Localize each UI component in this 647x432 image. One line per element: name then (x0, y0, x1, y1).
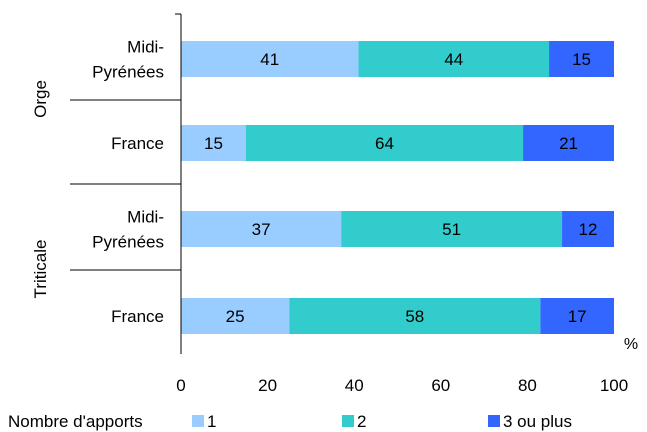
bar-segment (523, 125, 614, 161)
row-label: Midi- (127, 208, 164, 227)
bar-value-label: 44 (444, 50, 463, 69)
bar-value-label: 51 (442, 220, 461, 239)
bar-value-label: 21 (559, 134, 578, 153)
bar-value-label: 25 (226, 307, 245, 326)
row-label: Pyrénées (92, 233, 164, 252)
bar-segment (549, 41, 614, 77)
legend-label: 3 ou plus (503, 412, 572, 431)
legend-label: 1 (207, 412, 216, 431)
bar-value-label: 41 (260, 50, 279, 69)
bar-segment (245, 125, 524, 161)
x-tick-label: 40 (345, 376, 364, 395)
bar-value-label: 17 (568, 307, 587, 326)
bar-segment (358, 41, 550, 77)
x-tick-label: 100 (600, 376, 628, 395)
legend-swatch (488, 415, 500, 427)
x-tick-label: 0 (176, 376, 185, 395)
legend-swatch (192, 415, 204, 427)
row-label: Pyrénées (92, 63, 164, 82)
x-tick-label: 80 (518, 376, 537, 395)
bar-segment (181, 298, 290, 334)
bar-value-label: 12 (579, 220, 598, 239)
bar-segment (181, 125, 246, 161)
legend-title: Nombre d'apports (8, 412, 143, 431)
row-label: Midi- (127, 38, 164, 57)
x-tick-label: 20 (258, 376, 277, 395)
x-tick-label: 60 (431, 376, 450, 395)
legend-swatch (342, 415, 354, 427)
legend-label: 2 (357, 412, 366, 431)
bar-value-label: 15 (204, 134, 223, 153)
bar-value-label: 15 (572, 50, 591, 69)
bar-value-label: 64 (375, 134, 394, 153)
bar-segment (540, 298, 614, 334)
group-label: Orge (31, 80, 50, 118)
bar-segment (562, 211, 614, 247)
bar-segment (181, 211, 342, 247)
bar-value-label: 37 (252, 220, 271, 239)
x-unit-label: % (624, 336, 638, 353)
row-label: France (111, 134, 164, 153)
bar-segment (181, 41, 359, 77)
bar-value-label: 58 (405, 307, 424, 326)
row-label: France (111, 307, 164, 326)
bar-segment (341, 211, 563, 247)
group-label: Triticale (31, 240, 50, 299)
bar-segment (289, 298, 541, 334)
